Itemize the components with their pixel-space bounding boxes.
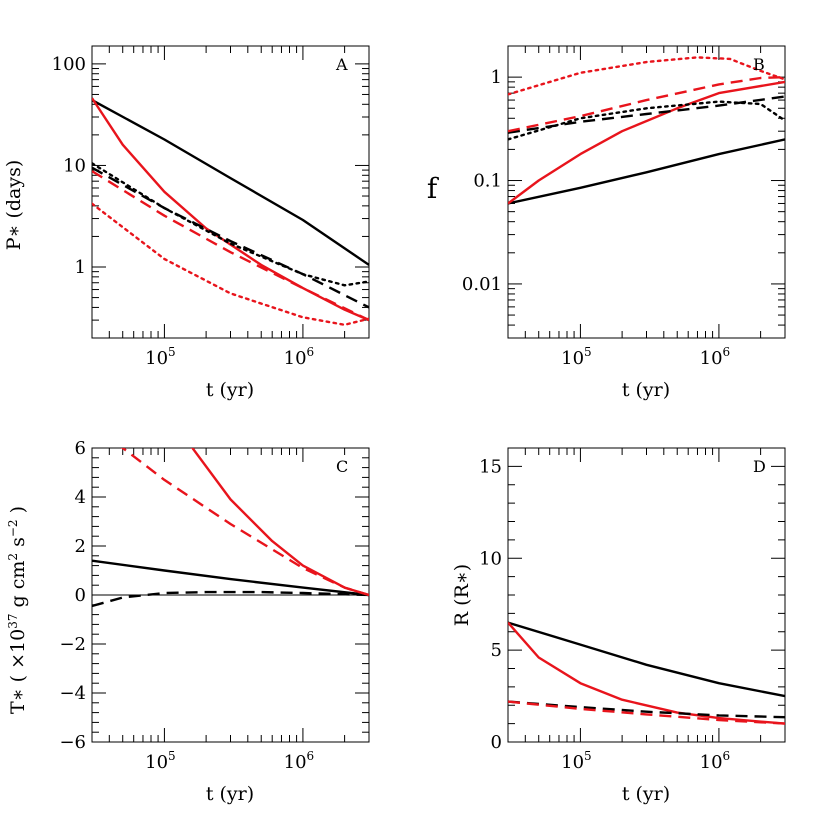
panel-a-x-tick-exp: 5 <box>168 345 176 359</box>
panel-a-series-black-dashed <box>92 166 369 309</box>
panel-d-y-tick-label: 5 <box>491 640 502 661</box>
panel-b-x-tick-label: 106 <box>700 345 731 369</box>
panel-c-series-red-dashed <box>120 448 369 597</box>
panel-a-x-tick-label: 106 <box>284 345 315 369</box>
panel-c-ylabel-sup3: −2 <box>6 519 20 537</box>
panel-a-letter: A <box>335 55 348 74</box>
panel-b-y-tick-label: 0.1 <box>473 171 502 192</box>
panel-b-x-tick-base: 10 <box>700 348 723 369</box>
panel-c-letter: C <box>336 457 348 476</box>
panel-d-series-black-solid <box>508 621 785 698</box>
panel-b-ticks <box>507 45 786 339</box>
panel-c-y-tick-label: 0 <box>75 585 86 606</box>
panel-c-x-tick-exp: 5 <box>168 749 176 763</box>
panel-b-x-tick-exp: 6 <box>723 345 731 359</box>
panel-b-ylabel: f <box>427 172 440 205</box>
panel-b-curves <box>508 56 785 205</box>
panel-c-x-tick-base: 10 <box>284 752 307 773</box>
panel-c-xlabel: t (yr) <box>206 783 254 805</box>
panel-b-y-tick-label: 0.01 <box>462 274 502 295</box>
panel-a-series-red-dashed <box>92 170 369 322</box>
panel-a-x-tick-base: 10 <box>284 348 307 369</box>
panel-c-y-tick-label: 6 <box>75 438 86 459</box>
panel-c-series-black-solid <box>92 559 369 597</box>
panel-a-series-red-dotted <box>92 202 369 326</box>
panel-d-x-tick-label: 106 <box>700 749 731 773</box>
panel-b-xlabel: t (yr) <box>622 379 670 401</box>
panel-d-letter: D <box>753 457 766 476</box>
panel-c-ylabel-end: ) <box>7 506 29 519</box>
panel-d-x-tick-base: 10 <box>561 752 584 773</box>
panel-a-xlabel: t (yr) <box>206 379 254 401</box>
panel-c-curves <box>92 448 369 608</box>
panel-b-x-tick-base: 10 <box>561 348 584 369</box>
panel-c-ylabel-sup: 37 <box>6 614 20 629</box>
panel-b-series-black-dotted <box>508 100 785 141</box>
panel-a-series-red-solid <box>92 97 369 322</box>
panel-a-x-tick-exp: 6 <box>307 345 315 359</box>
panel-d-y-tick-label: 15 <box>479 456 502 477</box>
panel-b-y-tick-label: 1 <box>491 67 502 88</box>
panel-c-x-tick-label: 105 <box>145 749 176 773</box>
panel-a-series-black-solid <box>92 99 369 266</box>
panel-d-x-tick-exp: 6 <box>723 749 731 763</box>
panel-d-x-tick-label: 105 <box>561 749 592 773</box>
panel-b-series-red-solid <box>508 80 785 205</box>
panel-b-x-tick-label: 105 <box>561 345 592 369</box>
panel-b-series-black-solid <box>508 138 785 205</box>
panel-b-letter: B <box>753 55 765 74</box>
panel-c-y-tick-label: 4 <box>75 487 86 508</box>
panel-c-y-tick-label: −6 <box>59 732 86 753</box>
panel-b-series-red-dotted <box>508 56 785 96</box>
panel-a-series-black-dotted <box>92 162 369 287</box>
panel-c-ylabel-main: T∗ ( ×10 <box>7 629 29 714</box>
panel-c-ylabel: T∗ ( ×1037 g cm2 s−2 ) <box>6 506 29 714</box>
panel-d-x-tick-base: 10 <box>700 752 723 773</box>
panel-c-y-tick-label: −4 <box>59 683 86 704</box>
panel-d-y-tick-label: 10 <box>479 548 502 569</box>
panel-a-ylabel: P∗ (days) <box>3 160 25 251</box>
panel-b-series-red-dashed <box>508 75 785 133</box>
panel-c-ylabel-mid: g cm <box>7 561 29 614</box>
panel-c-y-tick-label: −2 <box>59 634 86 655</box>
panel-d-series-red-solid <box>508 621 785 725</box>
panel-a-ticks <box>91 46 370 339</box>
panel-a-y-tick-label: 10 <box>63 155 86 176</box>
panel-d-ticks <box>507 447 786 743</box>
panel-d-ylabel: R (R∗) <box>451 564 473 626</box>
panel-c-ticks <box>91 447 370 743</box>
panel-d-y-tick-label: 0 <box>491 732 502 753</box>
panel-c-x-tick-label: 106 <box>284 749 315 773</box>
panel-a-x-tick-base: 10 <box>145 348 168 369</box>
panel-d-curves <box>508 621 785 725</box>
panel-c-ylabel-sup2: 2 <box>6 553 20 561</box>
panel-c-x-tick-base: 10 <box>145 752 168 773</box>
panel-c-y-tick-label: 2 <box>75 536 86 557</box>
panel-c-x-tick-exp: 6 <box>307 749 315 763</box>
panel-d-frame <box>507 447 786 743</box>
panel-d-xlabel: t (yr) <box>622 783 670 805</box>
panel-a-x-tick-label: 105 <box>145 345 176 369</box>
panel-a-y-tick-label: 1 <box>75 257 86 278</box>
panel-a-curves <box>92 97 369 326</box>
panel-a-y-tick-label: 100 <box>52 54 86 75</box>
panel-c-series-black-dashed <box>92 590 369 608</box>
panel-d-x-tick-exp: 5 <box>584 749 592 763</box>
panel-c-ylabel-mid2: s <box>7 537 29 553</box>
panel-b-x-tick-exp: 5 <box>584 345 592 359</box>
panel-d-series-red-dashed <box>508 700 785 725</box>
